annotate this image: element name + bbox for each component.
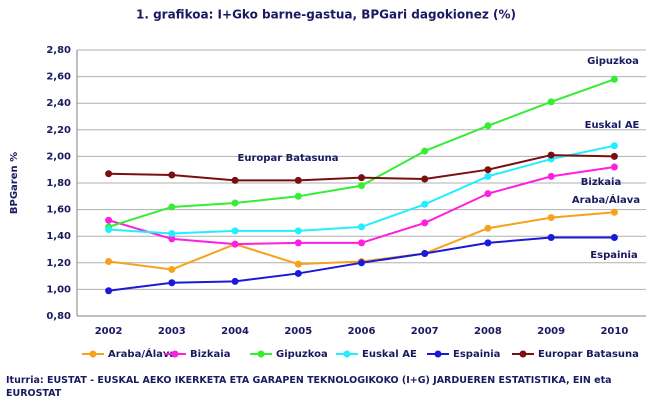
- point: [231, 227, 239, 235]
- point: [231, 277, 239, 285]
- point: [168, 230, 176, 238]
- legend-marker: [257, 350, 265, 358]
- legend-marker: [171, 350, 179, 358]
- point: [610, 142, 618, 150]
- point: [105, 170, 113, 178]
- point: [610, 75, 618, 83]
- point: [105, 257, 113, 265]
- point: [484, 172, 492, 180]
- legend-label: Gipuzkoa: [276, 349, 328, 360]
- point: [547, 214, 555, 222]
- point: [168, 279, 176, 287]
- point: [105, 287, 113, 295]
- y-axis-label: BPGaren %: [9, 152, 20, 214]
- y-tick-label: 1,00: [46, 284, 71, 295]
- x-tick-label: 2003: [158, 326, 186, 337]
- point: [294, 176, 302, 184]
- point: [484, 224, 492, 232]
- annotation: Araba/Álava: [572, 193, 640, 206]
- legend-marker: [343, 350, 351, 358]
- chart-title: 1. grafikoa: I+Gko barne-gastua, BPGari …: [136, 8, 516, 22]
- annotation: Gipuzkoa: [587, 56, 639, 67]
- annotation: Bizkaia: [581, 177, 621, 188]
- point: [547, 234, 555, 242]
- legend-label: Espainia: [453, 349, 500, 360]
- point: [547, 172, 555, 180]
- point: [358, 239, 365, 247]
- y-tick-label: 1,20: [46, 258, 71, 269]
- y-tick-label: 1,60: [46, 205, 71, 216]
- point: [105, 216, 113, 224]
- x-tick-label: 2009: [537, 326, 565, 337]
- point: [168, 171, 176, 179]
- point: [610, 234, 618, 242]
- x-tick-label: 2005: [284, 326, 312, 337]
- y-tick-label: 2,40: [46, 98, 71, 109]
- point: [168, 203, 176, 211]
- point: [547, 151, 555, 159]
- x-tick-label: 2006: [348, 326, 376, 337]
- y-tick-label: 0,80: [46, 311, 71, 322]
- point: [231, 199, 239, 207]
- point: [421, 219, 429, 227]
- point: [105, 226, 113, 234]
- point: [168, 265, 176, 273]
- point: [421, 200, 429, 208]
- x-tick-label: 2002: [95, 326, 123, 337]
- x-tick-label: 2010: [600, 326, 628, 337]
- legend-label: Araba/Álava: [108, 347, 176, 360]
- point: [484, 239, 492, 247]
- y-tick-label: 2,60: [46, 72, 71, 83]
- point: [294, 239, 302, 247]
- point: [484, 190, 492, 198]
- point: [168, 235, 176, 243]
- x-tick-label: 2004: [221, 326, 249, 337]
- x-tick-label: 2007: [411, 326, 439, 337]
- point: [231, 176, 239, 184]
- source-note: Iturria: EUSTAT - EUSKAL AEKO IKERKETA E…: [6, 375, 612, 399]
- series-line: [108, 78, 615, 228]
- x-tick-label: 2008: [474, 326, 502, 337]
- legend-label: Euskal AE: [362, 349, 417, 360]
- point: [294, 227, 302, 235]
- y-tick-label: 1,80: [46, 178, 71, 189]
- point: [484, 122, 492, 130]
- y-tick-label: 1,40: [46, 231, 71, 242]
- annotation: Euskal AE: [585, 120, 640, 131]
- legend-marker: [519, 350, 527, 358]
- point: [484, 166, 492, 174]
- point: [294, 260, 302, 268]
- point: [358, 182, 365, 190]
- point: [610, 152, 618, 160]
- annotation: Espainia: [590, 250, 637, 261]
- chart: 1. grafikoa: I+Gko barne-gastua, BPGari …: [9, 8, 646, 360]
- annotation: Europar Batasuna: [238, 153, 339, 164]
- legend-label: Bizkaia: [190, 349, 230, 360]
- point: [294, 192, 302, 200]
- y-tick-label: 2,20: [46, 125, 71, 136]
- point: [358, 259, 365, 267]
- point: [294, 269, 302, 277]
- legend-label: Europar Batasuna: [538, 349, 639, 360]
- legend-marker: [89, 350, 97, 358]
- point: [358, 174, 365, 182]
- point: [421, 147, 429, 155]
- point: [358, 223, 365, 231]
- point: [610, 208, 618, 216]
- y-tick-label: 2,00: [46, 151, 71, 162]
- point: [421, 175, 429, 183]
- point: [547, 98, 555, 106]
- y-tick-label: 2,80: [46, 45, 71, 56]
- point: [610, 163, 618, 171]
- point: [421, 249, 429, 257]
- legend-marker: [434, 350, 442, 358]
- point: [231, 240, 239, 248]
